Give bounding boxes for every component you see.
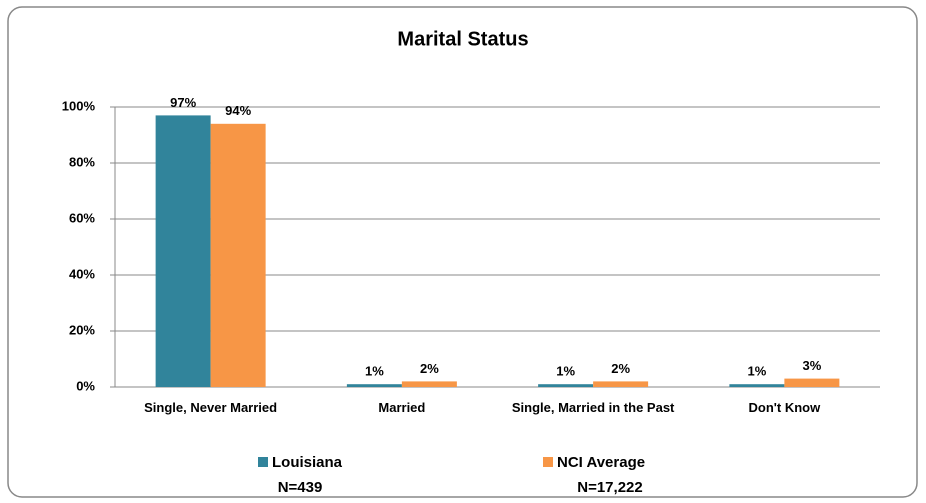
bar — [346, 384, 402, 387]
x-tick-label-box: Single, Never Married — [144, 400, 278, 415]
data-label: 2% — [611, 361, 630, 376]
legend-swatch — [543, 457, 553, 467]
legend-note: N=439 — [278, 479, 323, 496]
bar — [210, 123, 266, 388]
chart-title: Marital Status — [397, 28, 528, 50]
x-tick-label-box: Don't Know — [748, 400, 821, 415]
x-tick-label: Single, Married in the Past — [511, 400, 675, 415]
bar — [401, 381, 457, 387]
data-label: 1% — [747, 364, 766, 379]
data-label: 94% — [225, 103, 251, 118]
data-label: 3% — [802, 358, 821, 373]
legend-note: N=17,222 — [577, 479, 642, 496]
legend-label: Louisiana — [272, 454, 343, 471]
y-tick-label: 0% — [76, 378, 95, 393]
legend-swatch — [258, 457, 268, 467]
data-label: 97% — [170, 95, 196, 110]
x-tick-label: Married — [378, 400, 426, 415]
bar — [593, 381, 649, 387]
x-tick-label: Don't Know — [748, 400, 821, 415]
legend-label: NCI Average — [557, 454, 645, 471]
y-tick-label: 40% — [69, 266, 95, 281]
bar — [155, 115, 211, 388]
bar — [538, 384, 594, 387]
y-tick-label: 100% — [62, 98, 96, 113]
bar — [729, 384, 785, 387]
y-tick-label: 80% — [69, 154, 95, 169]
data-label: 2% — [420, 361, 439, 376]
x-tick-label-box: Married — [378, 400, 426, 415]
x-tick-label-box: Single, Married in the Past — [511, 400, 675, 415]
data-label: 1% — [556, 364, 575, 379]
y-tick-label: 60% — [69, 210, 95, 225]
bar — [784, 378, 840, 387]
data-label: 1% — [365, 364, 384, 379]
y-tick-label: 20% — [69, 322, 95, 337]
x-tick-label: Single, Never Married — [144, 400, 278, 415]
